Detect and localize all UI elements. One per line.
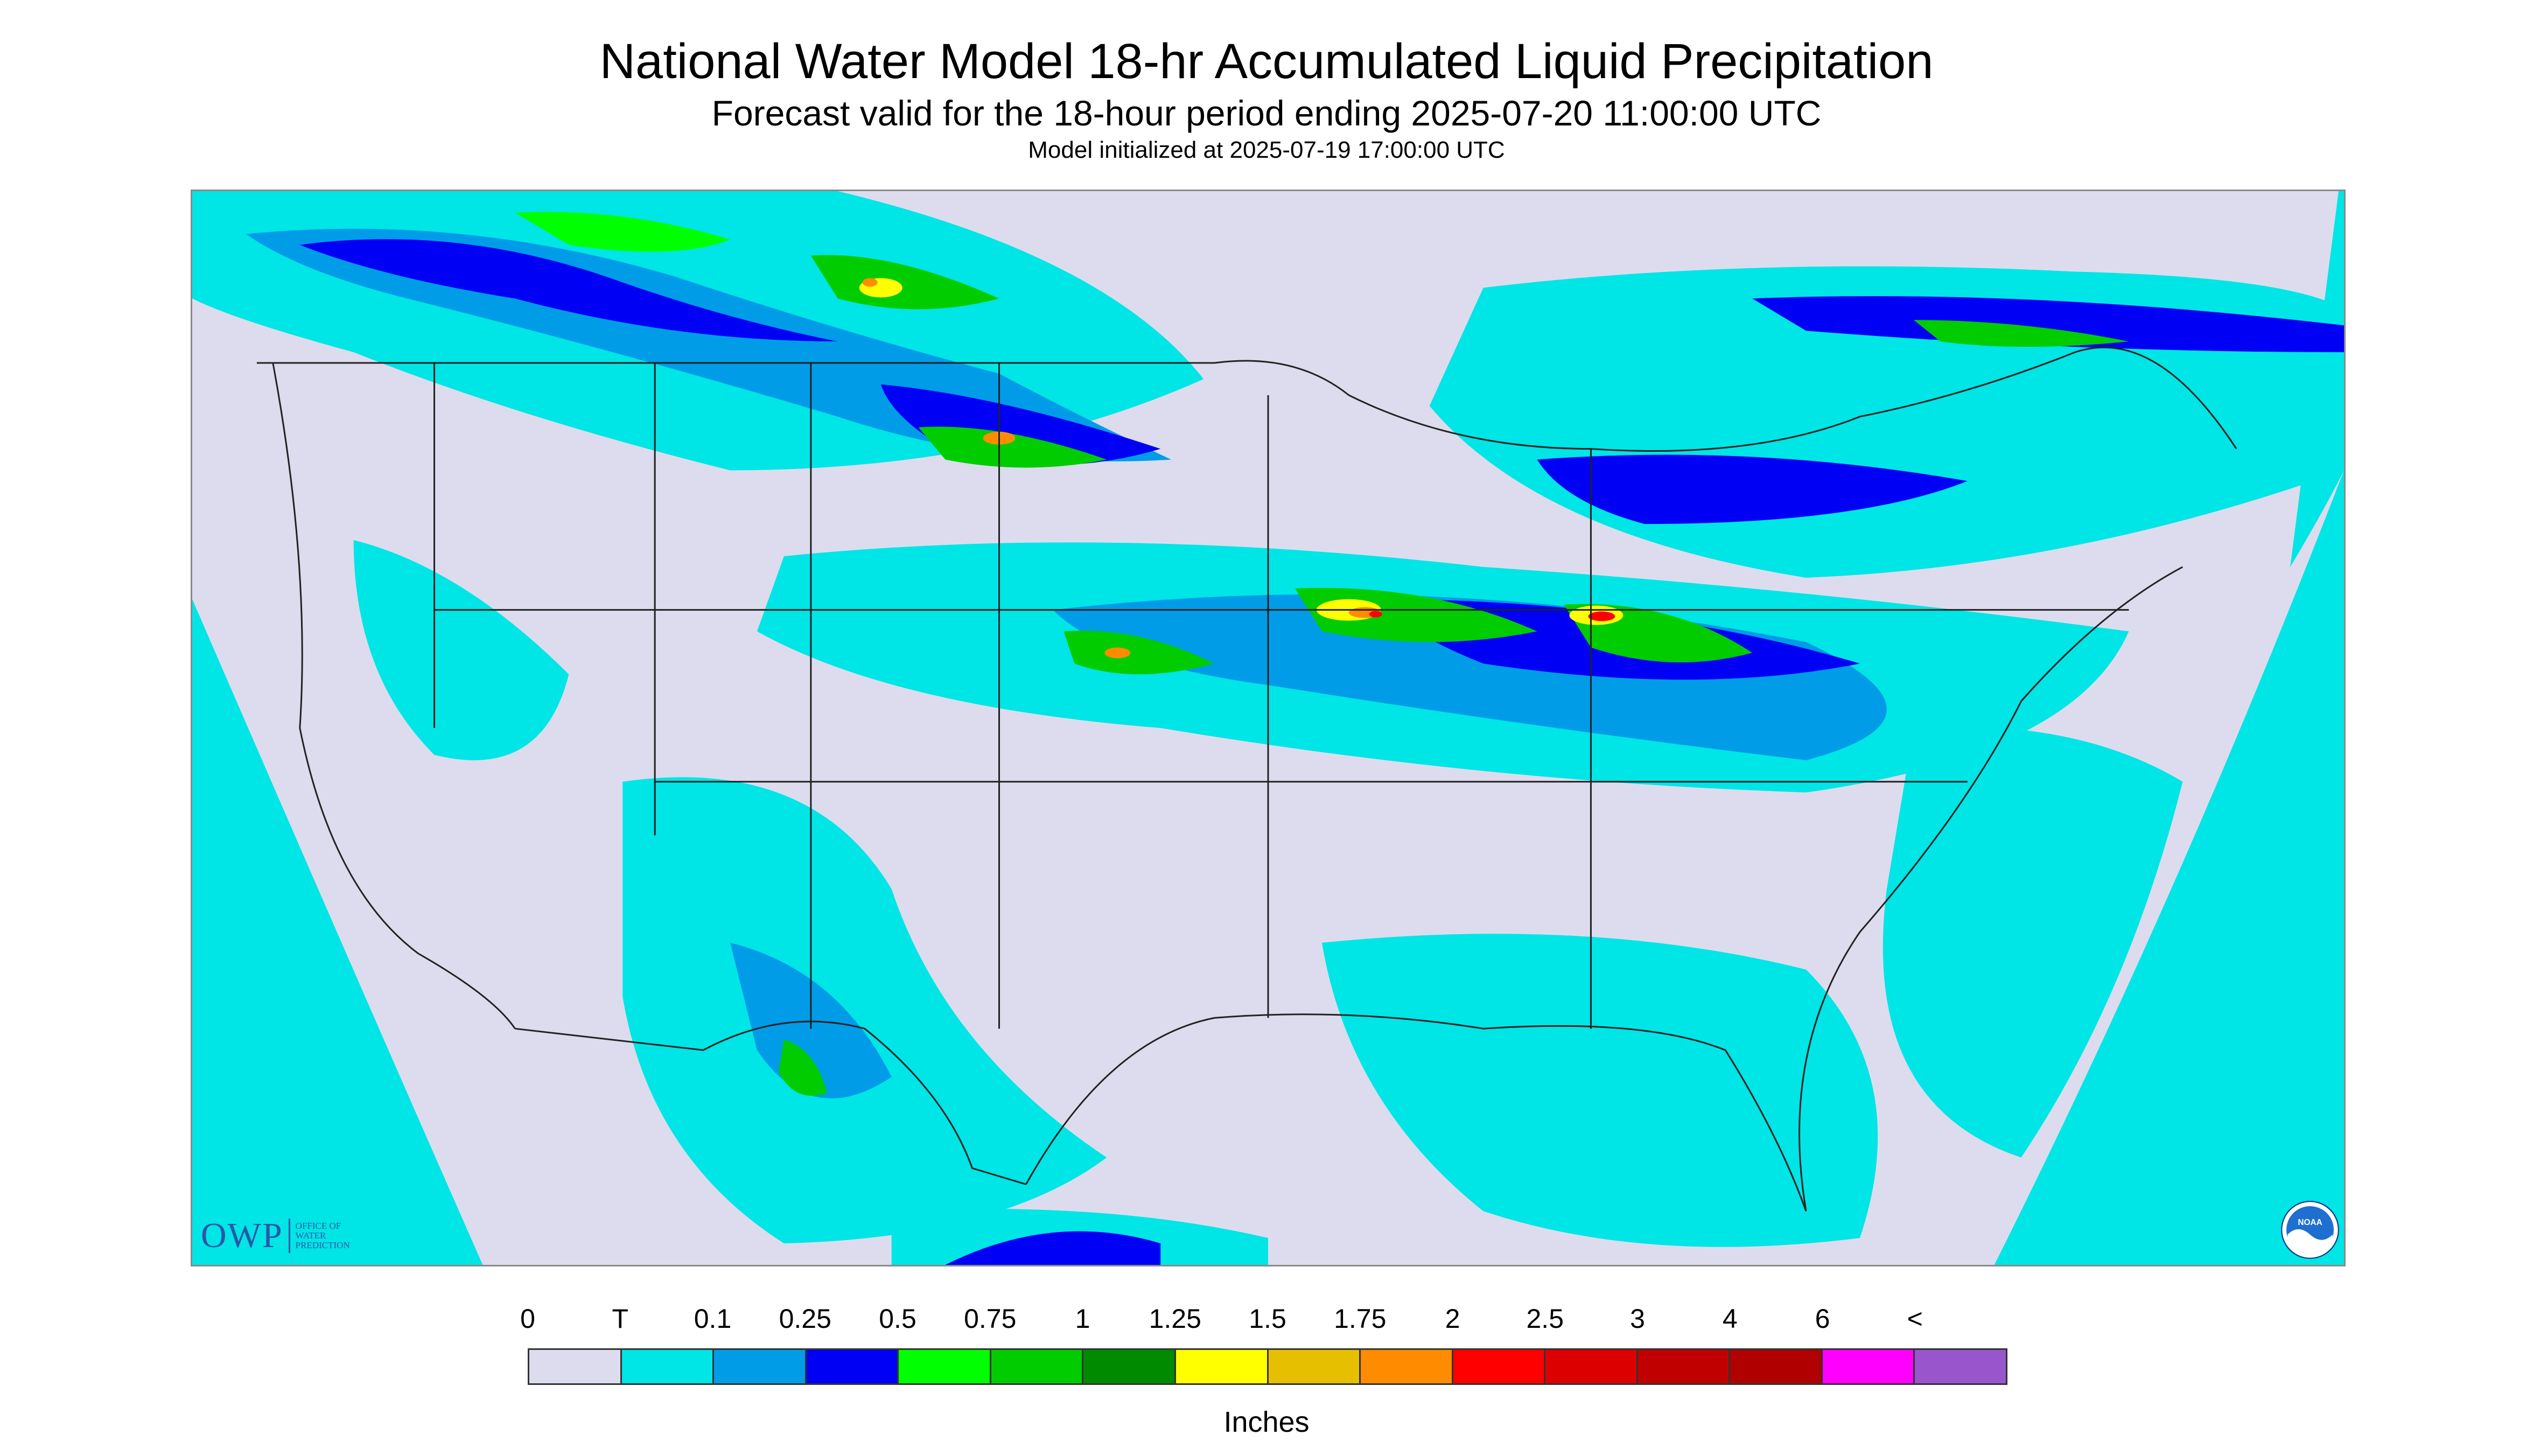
- us-canada-border: [256, 346, 2237, 452]
- legend-swatch: [529, 1350, 622, 1383]
- forecast-subtitle: Forecast valid for the 18-hour period en…: [711, 93, 1822, 133]
- legend-tick-label: 1.5: [1249, 1304, 1286, 1334]
- legend-swatch: [1638, 1350, 1731, 1383]
- legend-swatch: [1361, 1350, 1453, 1383]
- noaa-logo-text: NOAA: [2298, 1218, 2322, 1227]
- legend-tick-label: <: [1907, 1304, 1923, 1334]
- legend-swatch: [1175, 1350, 1269, 1383]
- legend-swatch: [899, 1350, 991, 1383]
- gulf-coast: [1025, 1013, 1807, 1212]
- outside-domain-east: [1994, 470, 2344, 1265]
- legend-tick-label: 0.75: [964, 1304, 1017, 1334]
- legend-swatch: [1268, 1350, 1361, 1383]
- legend-swatch: [714, 1350, 807, 1383]
- legend-tick-label: 0.5: [879, 1304, 916, 1334]
- owp-logo-text: OWP: [201, 1216, 283, 1255]
- owp-sub-line: WATER: [295, 1230, 326, 1241]
- legend-swatch: [1453, 1350, 1546, 1383]
- legend-swatch: [1915, 1350, 2006, 1383]
- legend-tick-label: 2: [1445, 1304, 1460, 1334]
- legend-tick-label: 1.25: [1149, 1304, 1201, 1334]
- legend-tick-label: 0: [520, 1304, 535, 1334]
- legend-swatch: [1083, 1350, 1176, 1383]
- legend-tick-label: T: [612, 1304, 629, 1334]
- legend-tick-label: 1.75: [1334, 1304, 1387, 1334]
- legend-swatch: [621, 1350, 715, 1383]
- owp-sub-line: OFFICE OF: [295, 1221, 341, 1231]
- legend-tick-label: 6: [1815, 1304, 1830, 1334]
- owp-logo-subtitle: OFFICE OF WATER PREDICTION: [296, 1221, 350, 1250]
- owp-logo-divider: [288, 1219, 290, 1253]
- legend-swatch: [806, 1350, 899, 1383]
- legend-swatch: [1822, 1350, 1915, 1383]
- legend-tick-label: 2.5: [1526, 1304, 1564, 1334]
- legend-tick-label: 4: [1722, 1304, 1738, 1334]
- model-init-label: Model initialized at 2025-07-19 17:00:00…: [1028, 137, 1505, 163]
- us-mexico-border: [515, 1020, 1026, 1185]
- legend-tick-label: 1: [1075, 1304, 1090, 1334]
- owp-sub-line: PREDICTION: [295, 1240, 350, 1250]
- legend-tick-label: 0.1: [694, 1304, 732, 1334]
- legend-swatch: [1730, 1350, 1823, 1383]
- map-canvas: [192, 191, 2344, 1265]
- outside-domain-west: [192, 191, 483, 1265]
- us-west-coast: [272, 362, 516, 1030]
- legend-swatch: [991, 1350, 1084, 1383]
- noaa-emblem-icon: NOAA: [2281, 1201, 2339, 1259]
- legend-tick-label: 3: [1630, 1304, 1645, 1334]
- main-title: National Water Model 18-hr Accumulated L…: [599, 34, 1934, 89]
- legend-swatch: [1545, 1350, 1638, 1383]
- east-coast: [1799, 566, 2184, 1212]
- color-legend: [528, 1348, 2007, 1385]
- legend-units-label: Inches: [1223, 1406, 1310, 1438]
- owp-logo: OWP OFFICE OF WATER PREDICTION: [201, 1214, 350, 1257]
- map-boundaries: [256, 346, 2237, 1212]
- precipitation-map[interactable]: OWP OFFICE OF WATER PREDICTION NOAA: [191, 190, 2346, 1266]
- legend-tick-label: 0.25: [779, 1304, 831, 1334]
